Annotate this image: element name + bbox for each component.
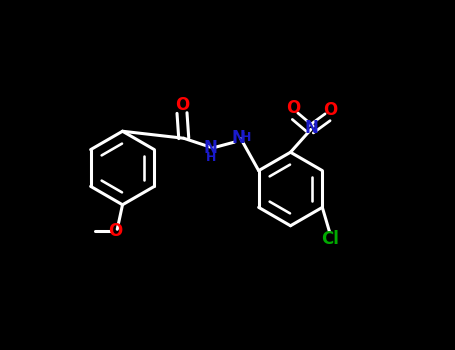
Text: H: H (241, 131, 252, 145)
Text: Cl: Cl (321, 230, 339, 248)
Text: O: O (323, 100, 338, 119)
Text: H: H (206, 151, 216, 164)
Text: O: O (175, 96, 189, 114)
Text: O: O (108, 222, 123, 240)
Text: N: N (232, 129, 246, 147)
Text: N: N (304, 119, 318, 137)
Text: N: N (204, 139, 217, 157)
Text: O: O (287, 99, 301, 118)
